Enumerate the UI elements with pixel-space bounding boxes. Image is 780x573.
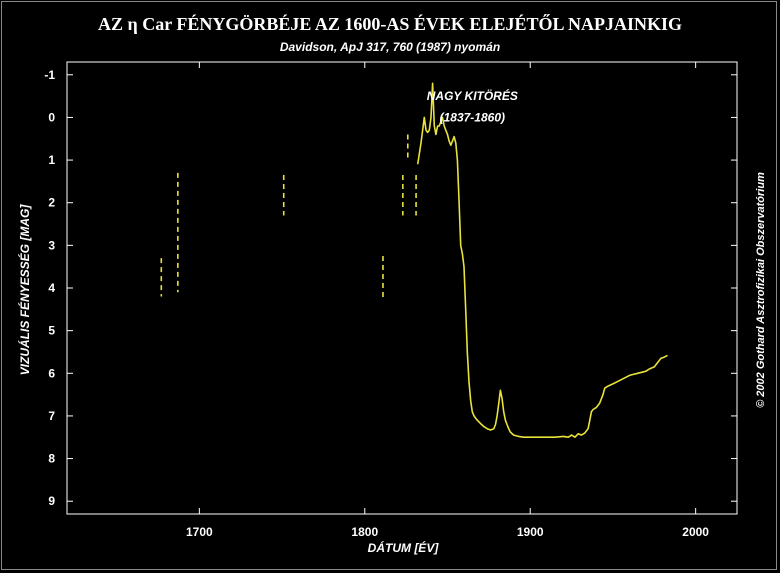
range-markers — [160, 134, 417, 301]
y-tick-label: 4 — [48, 281, 55, 295]
annotation-eruption-years: (1837-1860) — [440, 110, 505, 124]
x-axis-label: DÁTUM [ÉV] — [368, 540, 440, 555]
y-axis: -1 0 1 2 3 4 5 6 7 8 9 — [44, 68, 737, 508]
y-tick-label: 2 — [48, 196, 55, 210]
y-tick-label: 6 — [48, 366, 55, 380]
y-tick-label: 1 — [48, 153, 55, 167]
chart-title: AZ η Car FÉNYGÖRBÉJE AZ 1600-AS ÉVEK ELE… — [98, 14, 682, 34]
y-tick-label: 8 — [48, 452, 55, 466]
y-tick-label: 3 — [48, 238, 55, 252]
x-tick-label: 1800 — [351, 525, 378, 539]
annotation-eruption-title: NAGY KITÖRÉS — [427, 88, 518, 103]
x-tick-label: 2000 — [682, 525, 709, 539]
y-tick-label: 5 — [48, 324, 55, 338]
y-axis-label: VIZUÁLIS FÉNYESSÉG [MAG] — [17, 204, 32, 376]
x-axis: 1700 1800 1900 2000 — [186, 62, 709, 539]
y-tick-label: 9 — [48, 494, 55, 508]
light-curve-line — [416, 82, 668, 438]
y-tick-label: 7 — [48, 409, 55, 423]
credit-text: © 2002 Gothard Asztrofizikai Obszervatór… — [755, 172, 767, 408]
x-tick-label: 1900 — [517, 525, 544, 539]
plot-area-frame — [66, 61, 738, 515]
x-tick-label: 1700 — [186, 525, 213, 539]
y-tick-label: -1 — [44, 68, 55, 82]
chart-subtitle: Davidson, ApJ 317, 760 (1987) nyomán — [279, 40, 501, 54]
y-tick-label: 0 — [48, 110, 55, 124]
